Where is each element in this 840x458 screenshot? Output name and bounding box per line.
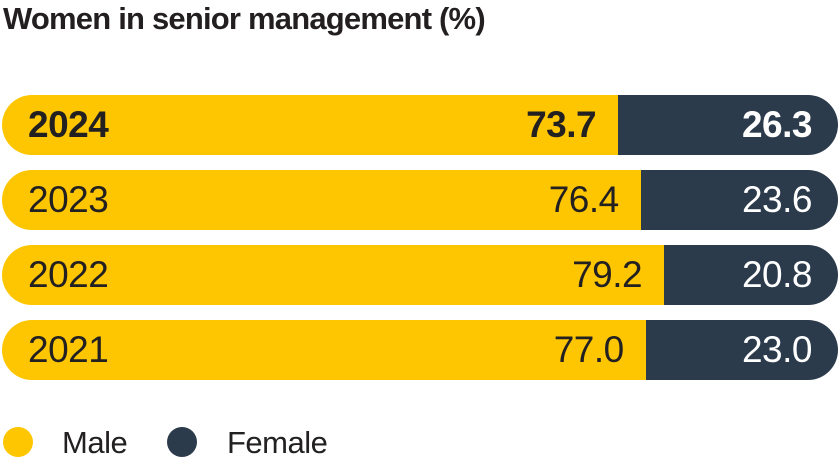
female-value-2024: 26.3: [741, 104, 813, 145]
male-value-2021: 77.0: [553, 329, 625, 370]
female-value-2021: 23.0: [741, 329, 813, 370]
legend-male-label: Male: [62, 425, 128, 458]
year-label-2021: 2021: [28, 329, 109, 370]
male-value-2022: 79.2: [572, 254, 643, 295]
bar-row-2022: 2022 79.2 20.8: [2, 245, 838, 305]
female-value-2023: 23.6: [741, 179, 813, 220]
female-segment-2023: 23.6: [640, 170, 838, 230]
legend-female-dot-icon: [167, 427, 197, 457]
male-value-2024: 73.7: [526, 104, 597, 145]
male-segment-2021: 2021 77.0: [2, 320, 646, 380]
male-segment-2022: 2022 79.2: [2, 245, 665, 305]
male-value-2023: 76.4: [548, 179, 620, 220]
legend-male-dot-icon: [3, 427, 33, 457]
year-label-2023: 2023: [28, 179, 109, 220]
bar-chart: 2024 73.7 26.3 2023 76.4 23.6 2022 79.2 …: [2, 95, 838, 395]
female-segment-2021: 23.0: [645, 320, 838, 380]
female-segment-2022: 20.8: [664, 245, 838, 305]
chart-title: Women in senior management (%): [3, 1, 486, 36]
bar-row-2024: 2024 73.7 26.3: [2, 95, 838, 155]
female-segment-2024: 26.3: [618, 95, 838, 155]
year-label-2022: 2022: [28, 254, 109, 295]
male-segment-2023: 2023 76.4: [2, 170, 641, 230]
legend-female-label: Female: [227, 425, 328, 458]
male-segment-2024: 2024 73.7: [2, 95, 619, 155]
female-value-2022: 20.8: [741, 254, 813, 295]
year-label-2024: 2024: [28, 104, 109, 145]
bar-row-2021: 2021 77.0 23.0: [2, 320, 838, 380]
bar-row-2023: 2023 76.4 23.6: [2, 170, 838, 230]
